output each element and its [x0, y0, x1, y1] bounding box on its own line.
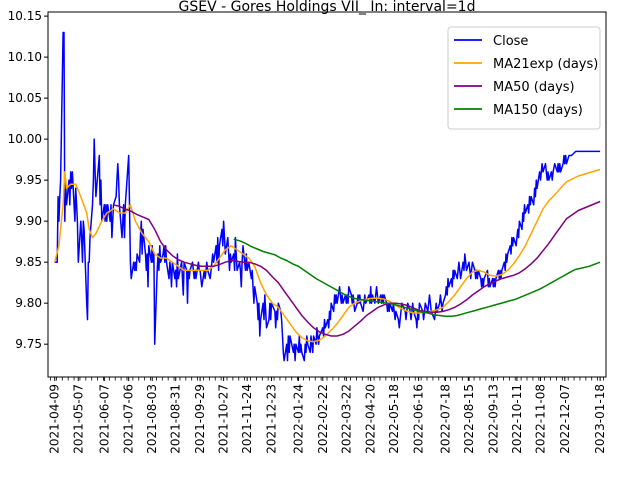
x-tick-label: 2022-07-18 — [438, 384, 452, 454]
x-tick-label: 2022-04-20 — [364, 384, 378, 454]
y-tick-label: 10.10 — [8, 50, 42, 64]
y-axis: 9.75 9.80 9.85 9.90 9.95 10.00 10.05 10.10 10.15 — [8, 9, 48, 351]
x-tick-label: 2021-12-23 — [265, 384, 279, 454]
y-tick-label: 10.05 — [8, 91, 42, 105]
x-tick-label: 2021-09-29 — [193, 384, 207, 454]
x-minor-ticks — [50, 377, 604, 381]
series-layer — [53, 31, 601, 362]
series-line-1 — [53, 168, 601, 343]
y-tick-label: 9.80 — [15, 296, 42, 310]
x-tick-label: 2022-11-08 — [533, 384, 547, 454]
series-line-2 — [113, 200, 601, 337]
x-tick-label: 2022-08-15 — [462, 384, 476, 454]
x-tick-label: 2021-05-07 — [71, 384, 85, 454]
x-tick-label: 2022-05-18 — [387, 384, 401, 454]
x-tick-label: 2021-08-31 — [169, 384, 183, 454]
x-tick-label: 2021-11-24 — [240, 384, 254, 454]
x-tick-label: 2022-01-24 — [291, 384, 305, 454]
x-tick-label: 2021-10-27 — [217, 384, 231, 454]
series-line-3 — [233, 238, 601, 318]
x-tick-label: 2023-01-18 — [593, 384, 607, 454]
y-tick-label: 9.95 — [15, 173, 42, 187]
legend-box — [447, 26, 601, 130]
legend: Close MA21exp (days) MA50 (days) MA150 (day… — [447, 26, 601, 130]
y-tick-label: 9.75 — [15, 337, 42, 351]
y-tick-label: 9.85 — [15, 255, 42, 269]
x-axis: 2021-04-09 2021-05-07 2021-06-07 2021-07-06… — [48, 377, 607, 454]
y-tick-label: 10.00 — [8, 132, 42, 146]
x-tick-label: 2022-09-13 — [486, 384, 500, 454]
x-tick-label: 2021-07-06 — [122, 384, 136, 454]
x-tick-label: 2021-06-07 — [97, 384, 111, 454]
x-tick-label: 2022-06-16 — [412, 384, 426, 454]
legend-label: MA150 (days) — [493, 103, 583, 118]
y-tick-label: 9.90 — [15, 214, 42, 228]
x-tick-label: 2021-04-09 — [48, 384, 62, 454]
x-tick-label: 2022-03-22 — [339, 384, 353, 454]
chart-title: GSEV - Gores Holdings VII_ In: interval=… — [179, 0, 476, 15]
x-tick-label: 2021-08-03 — [145, 384, 159, 454]
legend-label: MA21exp (days) — [493, 57, 598, 72]
legend-label: MA50 (days) — [493, 80, 575, 95]
x-tick-label: 2022-12-07 — [558, 384, 572, 454]
x-tick-label: 2022-10-11 — [510, 384, 524, 454]
y-tick-label: 10.15 — [8, 9, 42, 23]
x-tick-label: 2022-02-22 — [316, 384, 330, 454]
legend-label: Close — [493, 34, 528, 49]
